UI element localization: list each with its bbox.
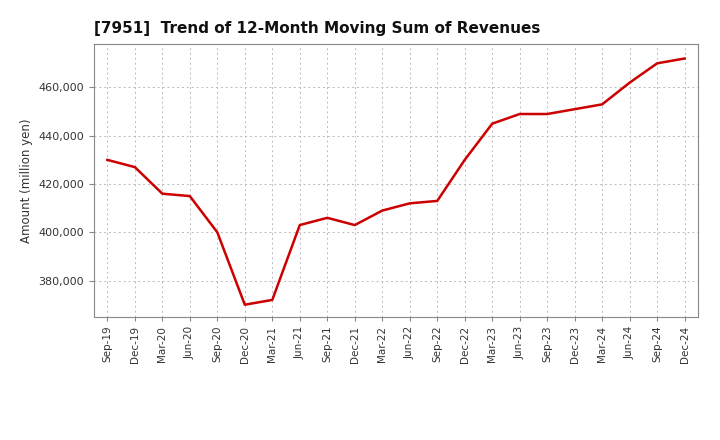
- Text: [7951]  Trend of 12-Month Moving Sum of Revenues: [7951] Trend of 12-Month Moving Sum of R…: [94, 21, 540, 36]
- Y-axis label: Amount (million yen): Amount (million yen): [19, 118, 32, 242]
